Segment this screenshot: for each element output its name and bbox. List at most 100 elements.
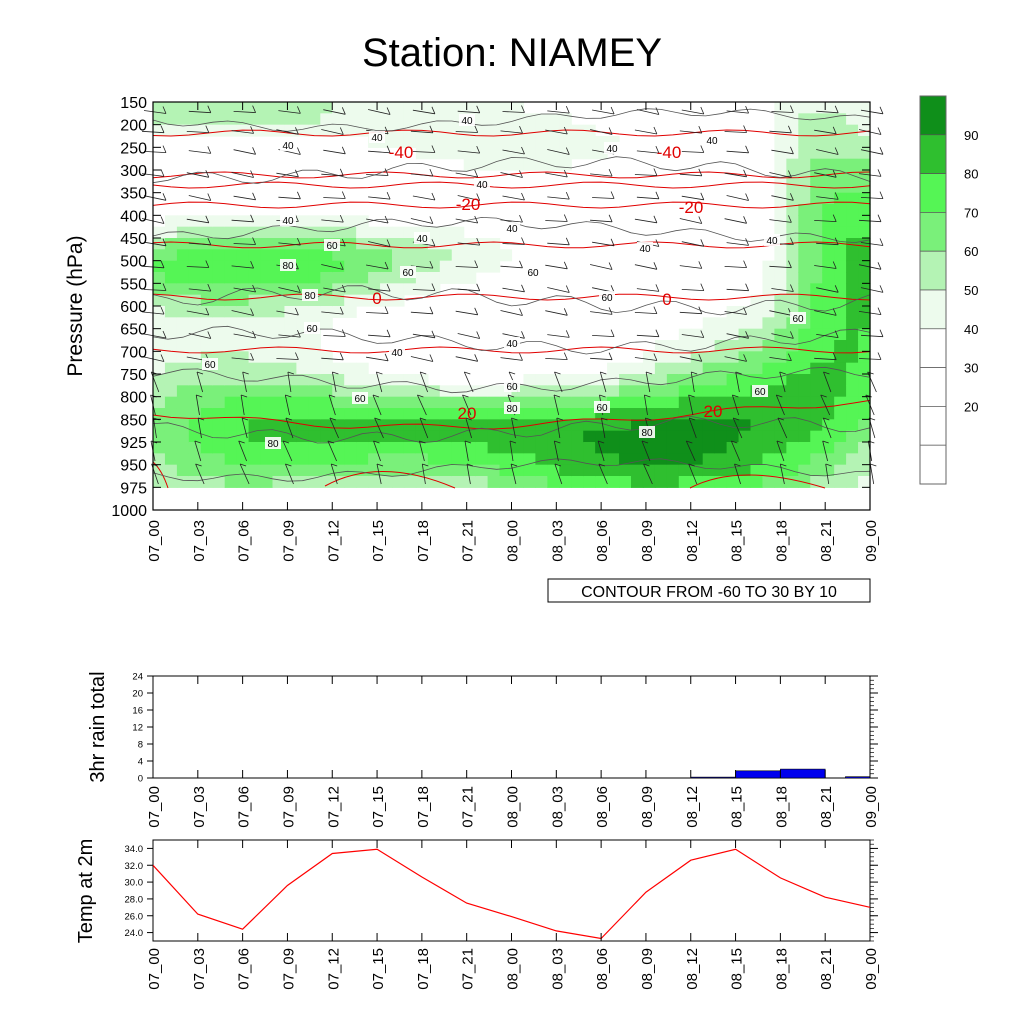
humidity-cell	[571, 430, 584, 443]
wind-barb	[188, 333, 211, 339]
humidity-cell	[296, 476, 309, 488]
humidity-cell	[272, 351, 286, 364]
humidity-cell	[750, 464, 764, 477]
humidity-cell	[774, 362, 787, 375]
wind-barb-flag	[207, 283, 212, 292]
colorbar-label: 40	[964, 322, 978, 337]
wind-barb-flag	[655, 284, 660, 292]
wind-barb	[457, 110, 480, 114]
humidity-cell	[224, 102, 238, 114]
humidity-cell	[798, 136, 811, 148]
wind-barb-flag	[700, 145, 705, 153]
humidity-cell	[511, 124, 525, 137]
wind-barb	[545, 129, 568, 135]
humidity-cell	[834, 294, 847, 307]
wind-barb	[278, 196, 301, 200]
humidity-cell	[308, 453, 321, 466]
humidity-cell	[834, 226, 847, 239]
humidity-cell	[690, 374, 704, 386]
time-tick-label: 07_21	[460, 520, 477, 562]
humidity-cell	[272, 464, 286, 477]
wind-barb	[816, 334, 839, 338]
wind-barb-flag	[655, 107, 660, 115]
humidity-cell	[451, 442, 465, 454]
humidity-cell	[678, 385, 692, 398]
wind-barb-flag	[194, 440, 201, 444]
humidity-cell	[487, 147, 501, 160]
humidity-cell	[475, 419, 489, 432]
wind-barb	[634, 312, 657, 314]
humidity-cell	[798, 396, 811, 409]
humidity-cell	[786, 215, 799, 228]
humidity-cell	[750, 328, 764, 341]
wind-barb-flag	[565, 285, 570, 293]
colorbar-swatch	[919, 289, 947, 330]
wind-barb-flag	[563, 308, 568, 316]
wind-barb-flag	[598, 463, 606, 467]
humidity-cell	[834, 396, 847, 409]
humidity-cell	[642, 374, 656, 386]
humidity-cell	[810, 442, 823, 454]
wind-barb	[231, 357, 254, 361]
wind-barb-flag	[556, 417, 563, 421]
humidity-cell	[272, 249, 286, 262]
wind-barb-flag	[242, 371, 249, 375]
humidity-cell	[153, 272, 166, 284]
humidity-cell	[200, 317, 214, 330]
wind-barb	[502, 243, 525, 245]
wind-barb-flag	[788, 353, 792, 361]
humidity-cell	[320, 113, 333, 126]
contour-label-bg	[369, 131, 385, 143]
humidity-cell	[260, 249, 274, 262]
humidity-cell	[308, 419, 321, 432]
humidity-cell	[272, 396, 286, 409]
humidity-cell	[212, 419, 226, 432]
humidity-cell	[786, 476, 799, 488]
humidity-cell	[678, 408, 692, 420]
wind-barb	[816, 287, 839, 293]
wind-barb	[373, 440, 381, 462]
wind-barb	[455, 218, 478, 224]
humidity-cell	[451, 385, 465, 398]
pressure-tick-label: 600	[120, 299, 147, 316]
humidity-cell	[403, 442, 417, 454]
humidity-cell	[212, 283, 226, 296]
humidity-cell	[702, 476, 716, 488]
wind-barb	[775, 394, 785, 416]
humidity-cell	[834, 317, 847, 330]
wind-barb-flag	[565, 105, 570, 114]
humidity-cell	[834, 453, 847, 466]
wind-barb	[240, 394, 245, 416]
humidity-cell	[284, 374, 297, 386]
temperature-contour	[152, 241, 871, 249]
wind-barb	[592, 109, 615, 115]
contour-label-bg	[265, 437, 281, 449]
time-tick-label: 08_15	[729, 520, 746, 562]
wind-barb	[412, 195, 435, 201]
wind-barb	[636, 334, 659, 338]
humidity-cell	[344, 238, 357, 250]
humidity-cell	[260, 419, 274, 432]
humidity-cell	[344, 102, 357, 114]
humidity-cell	[236, 340, 250, 352]
humidity-cell	[164, 396, 178, 409]
humidity-cell	[607, 385, 620, 398]
humidity-cell	[547, 385, 560, 398]
wind-barb-flag	[790, 331, 794, 339]
temperature-contour	[152, 399, 871, 430]
humidity-cell	[523, 136, 536, 148]
humidity-cell	[236, 385, 250, 398]
temp-y-tick-label: 26.0	[125, 911, 144, 922]
wind-barb-flag	[341, 191, 346, 199]
humidity-cell	[332, 102, 345, 114]
humidity-cell	[224, 464, 238, 477]
humidity-cell	[559, 396, 572, 409]
humidity-cell	[260, 453, 274, 466]
wind-barb-flag	[384, 215, 389, 224]
humidity-contour	[152, 108, 871, 132]
wind-barb	[636, 150, 659, 154]
temp-y-ticks: 24.026.028.030.032.034.0	[125, 839, 878, 942]
wind-barb	[771, 195, 794, 201]
humidity-cell	[798, 408, 811, 420]
